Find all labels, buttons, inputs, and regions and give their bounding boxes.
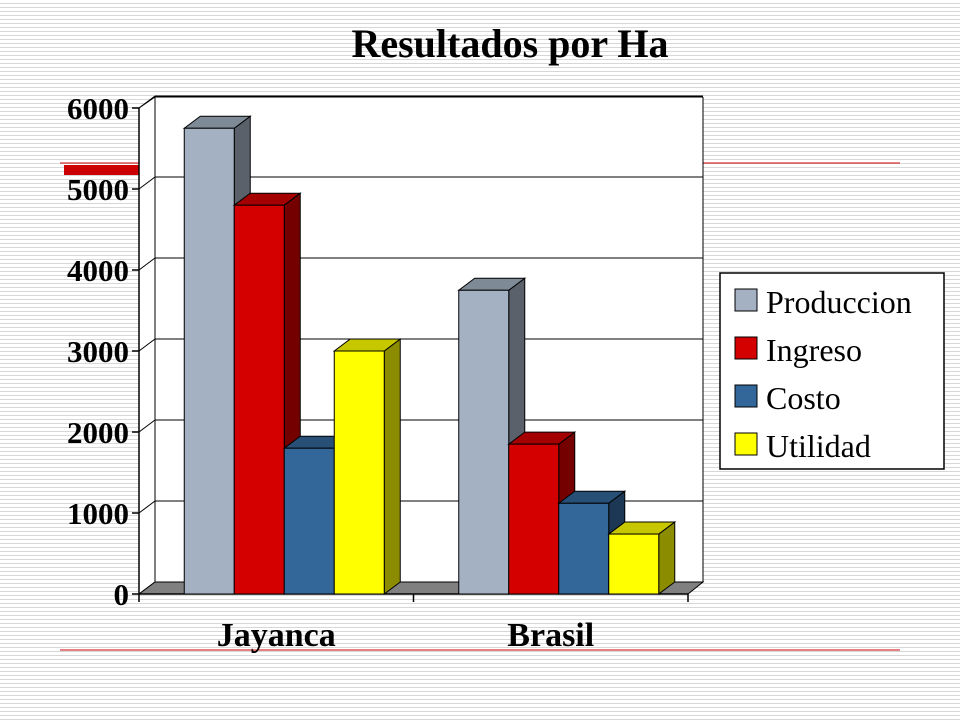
x-category-label: Brasil (507, 617, 594, 654)
y-tick-label: 2000 (67, 415, 129, 450)
bar-front (183, 127, 235, 595)
legend-label: Costo (766, 380, 841, 416)
gridline-side (138, 419, 156, 433)
legend-label: Ingreso (766, 332, 862, 368)
bar (332, 338, 402, 595)
bar-side (383, 338, 401, 595)
bar-front (558, 502, 610, 595)
gridline-side (138, 176, 156, 190)
y-tick-label: 5000 (67, 172, 129, 207)
bar-front (508, 443, 560, 595)
x-category-label: Jayanca (217, 617, 336, 654)
legend-label: Produccion (766, 284, 912, 320)
chart-title: Resultados por Ha (351, 21, 668, 66)
y-tick-label: 0 (114, 577, 130, 612)
y-axis: 0 1000 2000 3000 4000 5000 6000 (67, 91, 140, 612)
legend-swatch (734, 336, 758, 360)
bar-front (283, 447, 335, 595)
y-tick-label: 1000 (67, 496, 129, 531)
bar (232, 192, 302, 595)
gridline-side (138, 338, 156, 352)
gridline-side (138, 95, 156, 109)
bars (182, 115, 677, 595)
x-axis: Jayanca Brasil (138, 593, 689, 654)
legend: Produccion Ingreso Costo Utilidad (719, 272, 945, 470)
legend-swatch (734, 288, 758, 312)
legend-label: Utilidad (766, 428, 871, 464)
y-tick-label: 6000 (67, 91, 129, 126)
bar-front (333, 350, 385, 595)
gridline-side (138, 257, 156, 271)
bar-front (608, 533, 660, 595)
bar (607, 521, 677, 595)
gridline-side (138, 500, 156, 514)
y-tick-label: 4000 (67, 253, 129, 288)
y-tick-label: 3000 (67, 334, 129, 369)
legend-swatch (734, 432, 758, 456)
bar-front (458, 289, 510, 595)
bar-front (233, 204, 285, 595)
legend-swatch (734, 384, 758, 408)
